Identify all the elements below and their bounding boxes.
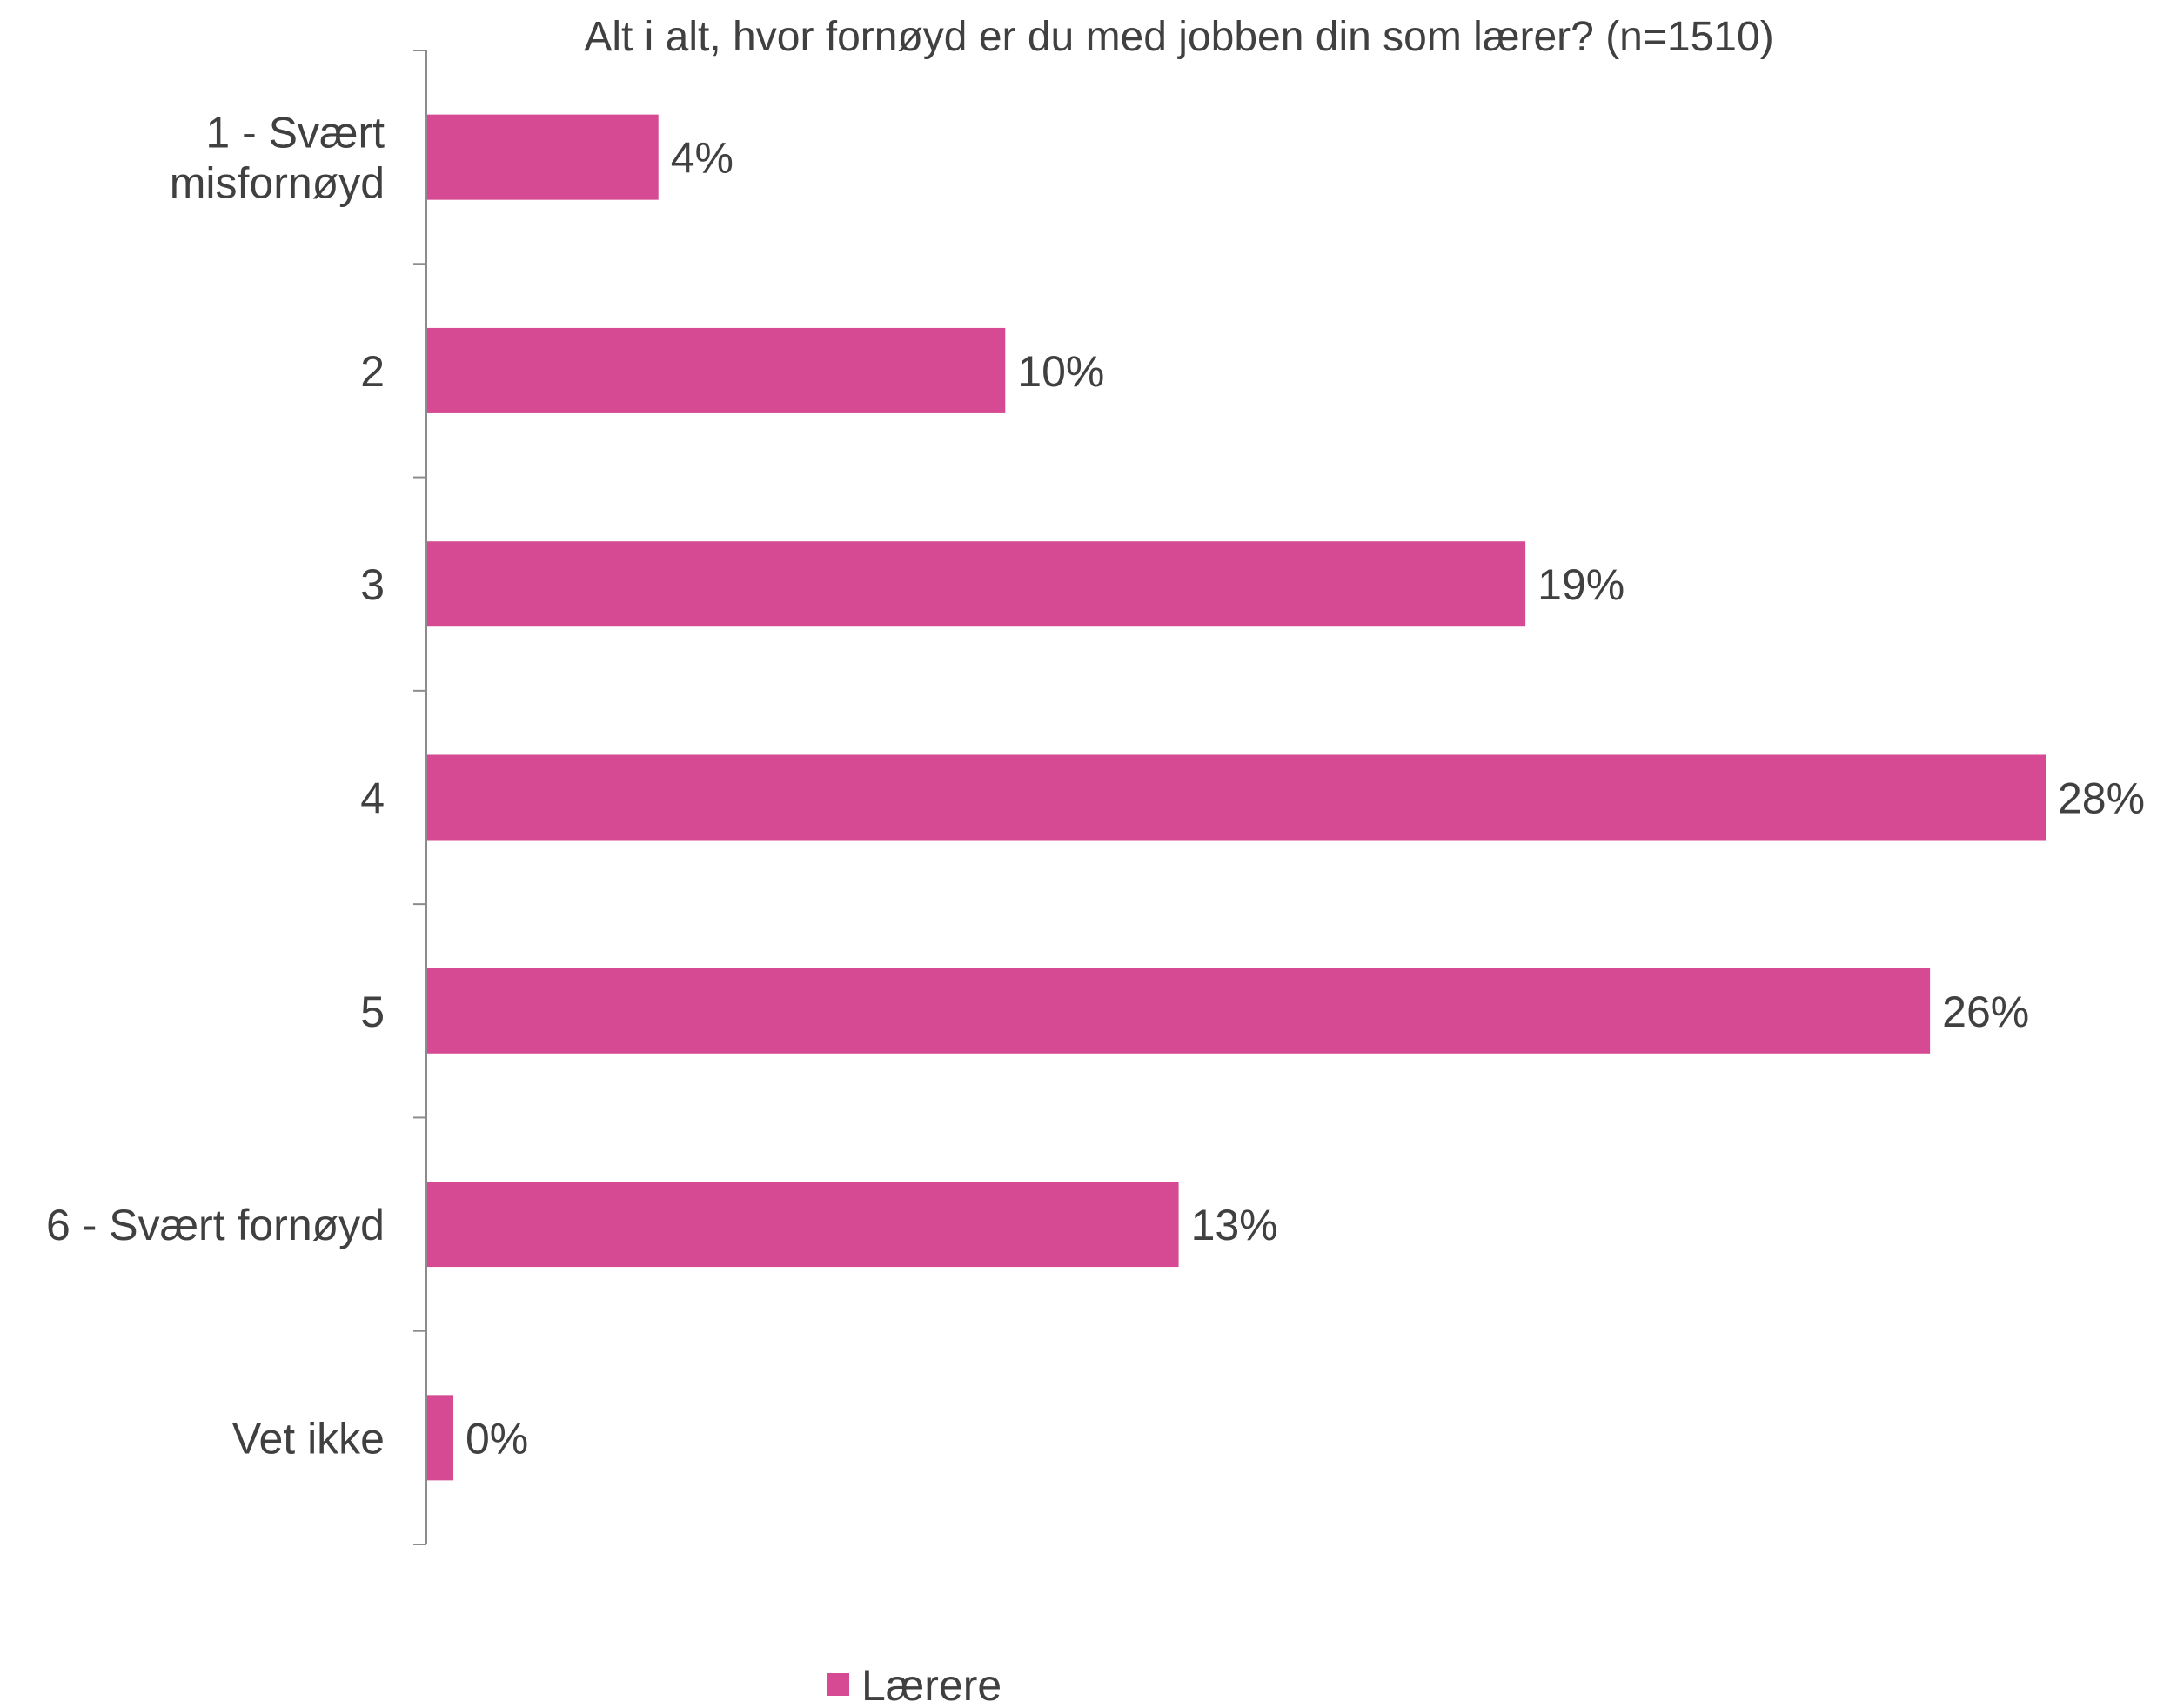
category-label: 3 bbox=[360, 560, 385, 609]
category-label: 4 bbox=[360, 774, 385, 823]
bar bbox=[427, 1395, 453, 1481]
data-label: 0% bbox=[466, 1414, 528, 1463]
bar bbox=[427, 968, 1931, 1054]
category-label: 5 bbox=[360, 988, 385, 1036]
data-labels: 4% 10% 19% 28% 26% 13% 0% bbox=[466, 134, 2145, 1464]
bar bbox=[427, 1182, 1179, 1268]
category-label: misfornøyd bbox=[170, 159, 385, 208]
bar bbox=[427, 541, 1526, 627]
bar bbox=[427, 754, 2046, 841]
chart-title: Alt i alt, hvor fornøyd er du med jobben… bbox=[584, 14, 1773, 60]
category-label: 2 bbox=[360, 347, 385, 396]
data-label: 26% bbox=[1942, 988, 2029, 1036]
legend-swatch bbox=[827, 1673, 849, 1696]
category-axis bbox=[413, 50, 427, 1545]
legend: Lærere bbox=[827, 1661, 1001, 1708]
bar bbox=[427, 327, 1006, 413]
bars bbox=[427, 114, 2046, 1481]
category-label: Vet ikke bbox=[232, 1414, 385, 1463]
data-label: 13% bbox=[1191, 1201, 1278, 1249]
data-label: 28% bbox=[2058, 774, 2145, 823]
bar bbox=[427, 114, 659, 200]
legend-label: Lærere bbox=[861, 1661, 1001, 1708]
data-label: 19% bbox=[1537, 560, 1624, 609]
data-label: 4% bbox=[671, 134, 734, 183]
category-label: 1 - Svært bbox=[205, 109, 385, 157]
data-label: 10% bbox=[1017, 347, 1104, 396]
category-label: 6 - Svært fornøyd bbox=[46, 1201, 385, 1249]
